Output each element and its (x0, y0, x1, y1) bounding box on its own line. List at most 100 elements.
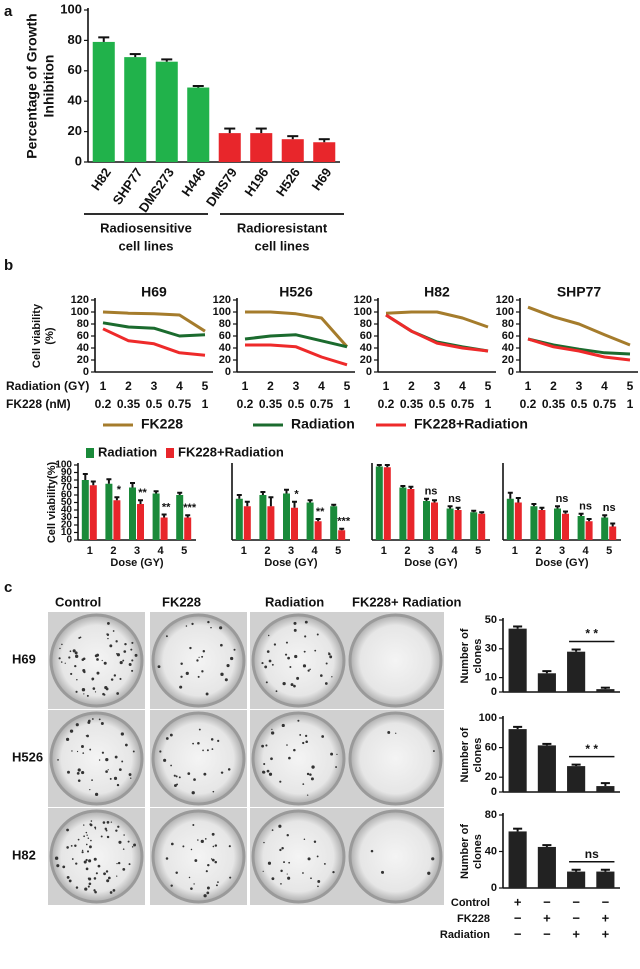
colony (75, 862, 78, 865)
colony (124, 642, 127, 646)
colony (170, 884, 173, 887)
colony (100, 835, 103, 838)
colony (268, 772, 273, 776)
colony (328, 652, 331, 656)
y-tick-label: 80 (502, 318, 514, 330)
colony (68, 656, 71, 659)
x-tick-label: 4 (459, 379, 466, 393)
colony (189, 646, 192, 650)
colony (306, 794, 309, 796)
x-tick-label: 4 (601, 379, 608, 393)
colony (179, 685, 183, 689)
bar (601, 517, 609, 540)
x-tick-label: 5 (344, 379, 351, 393)
colony (265, 744, 268, 747)
bar (283, 493, 290, 540)
x-tick-label: 0.35 (117, 397, 141, 411)
bar (306, 502, 314, 540)
colony (91, 718, 94, 720)
bar (218, 133, 241, 162)
colony (316, 633, 319, 636)
colony (83, 693, 85, 695)
bar (314, 521, 322, 540)
colony (185, 625, 188, 627)
colony (262, 870, 264, 872)
x-tick-label: 0.2 (237, 397, 254, 411)
colony (116, 875, 118, 877)
colony (187, 772, 191, 776)
x-tick-label: 3 (428, 545, 434, 557)
x-tick-label: 1 (100, 379, 107, 393)
colony (288, 756, 291, 760)
bar (508, 831, 527, 888)
colony (104, 827, 108, 831)
colony (60, 661, 63, 663)
colony (188, 876, 191, 879)
colony (66, 875, 70, 879)
colony (432, 750, 435, 752)
y-tick-label: 30 (61, 512, 73, 523)
colony (311, 765, 315, 769)
significance-label: ns (425, 486, 438, 498)
x-tick-label: 1 (485, 397, 492, 411)
colony (224, 678, 228, 682)
x-tick-label: 2 (125, 379, 132, 393)
series-line (527, 305, 631, 347)
y-axis-label: Number of (459, 727, 471, 782)
bar (187, 87, 210, 162)
bar (537, 745, 556, 792)
colony (98, 718, 101, 721)
x-axis-label: Dose (GY) (264, 557, 318, 569)
colony (122, 867, 126, 871)
x-tick-label: 2 (264, 545, 270, 557)
series-line (385, 313, 489, 353)
colony (306, 772, 310, 776)
colony (85, 831, 88, 834)
colony (285, 641, 288, 644)
bar (407, 489, 415, 540)
x-tick-label: 0.5 (429, 397, 446, 411)
colony (310, 877, 312, 880)
x-axis-label: Dose (GY) (535, 557, 589, 569)
y-tick-label: 0 (491, 882, 497, 894)
y-tick-label: 0 (508, 366, 514, 378)
colony (266, 769, 270, 773)
row-label: H82 (12, 847, 36, 862)
colony (74, 664, 77, 668)
colony (88, 882, 92, 886)
colony (130, 777, 132, 779)
colony (96, 653, 100, 657)
colony (170, 842, 174, 846)
x-tick-label: 5 (627, 379, 634, 393)
x-tick-label: 2 (404, 545, 410, 557)
x-tick-label: 0.75 (168, 397, 192, 411)
colony (325, 662, 328, 665)
y-tick-label: 0 (491, 686, 497, 698)
y-tick-label: 40 (219, 342, 231, 354)
colony (170, 764, 172, 767)
bar (92, 41, 115, 162)
colony (81, 851, 84, 854)
y-tick-label: 20 (77, 354, 89, 366)
y-tick-label: 40 (485, 845, 497, 857)
colony (114, 755, 118, 759)
colony (105, 870, 109, 873)
plate (52, 812, 141, 901)
series-line (385, 310, 489, 329)
colony (85, 867, 89, 871)
x-tick-label: 3 (288, 545, 294, 557)
colony (86, 694, 89, 697)
x-tick-label: 0.2 (95, 397, 112, 411)
bar (446, 508, 454, 540)
chart-title: H82 (424, 284, 450, 300)
colony (165, 635, 168, 638)
bar (89, 485, 97, 540)
y-tick-label: 100 (60, 1, 82, 16)
colony (270, 757, 273, 761)
bar (470, 512, 478, 540)
colony (197, 675, 200, 678)
colony (203, 772, 207, 776)
bar (243, 506, 251, 540)
y-tick-label: 0 (366, 366, 372, 378)
y-axis-label: Cell viability(%) (46, 462, 58, 544)
